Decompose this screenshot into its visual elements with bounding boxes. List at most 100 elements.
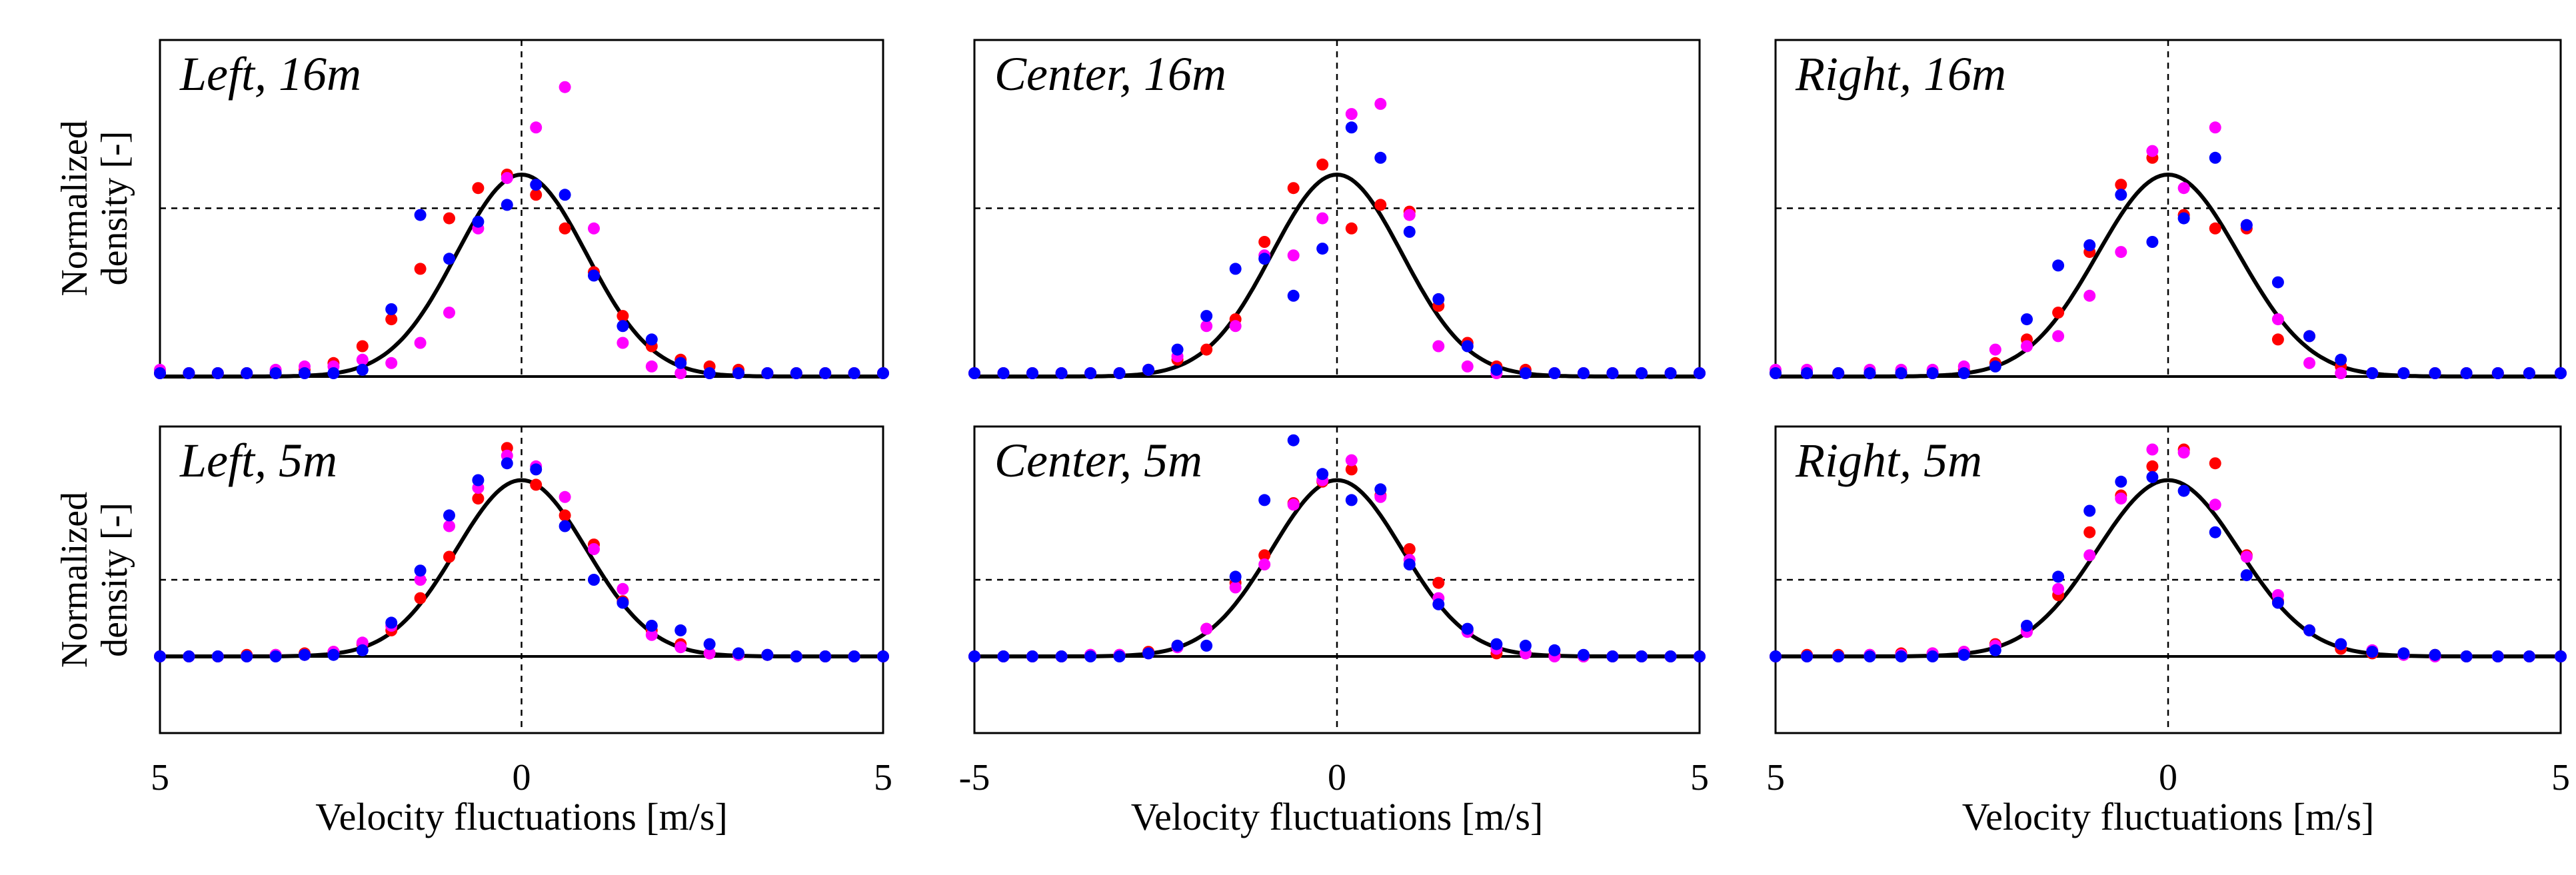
point-blue: [877, 367, 889, 379]
point-magenta: [2209, 121, 2221, 134]
series-blue: [1770, 470, 2567, 662]
point-blue: [1664, 650, 1677, 662]
point-blue: [674, 357, 687, 369]
point-red: [559, 509, 571, 522]
point-magenta: [1374, 97, 1387, 110]
panel-title: Center, 5m: [994, 434, 1202, 487]
point-magenta: [2146, 443, 2159, 456]
panel-left-5m: Left, 5m 5 0 5 Velocity fluctuations [m/s] No…: [54, 425, 892, 838]
point-blue: [1026, 650, 1038, 662]
point-blue: [1548, 367, 1561, 379]
series-red: [1770, 151, 2567, 379]
point-magenta: [588, 222, 600, 235]
point-blue: [211, 367, 224, 379]
point-blue: [1636, 650, 1648, 662]
point-blue: [1026, 367, 1038, 379]
panel-right-16m: Right, 16m: [1770, 39, 2567, 379]
series-blue: [968, 434, 1706, 662]
point-blue: [443, 509, 455, 522]
point-blue: [472, 474, 485, 486]
point-magenta: [645, 628, 658, 641]
point-magenta: [414, 337, 427, 349]
point-blue: [2491, 367, 2504, 379]
point-magenta: [1316, 212, 1329, 225]
point-blue: [299, 648, 311, 661]
point-magenta: [414, 574, 427, 586]
point-magenta: [559, 81, 571, 93]
panel-title: Left, 5m: [179, 434, 337, 487]
point-red: [1258, 236, 1271, 248]
point-red: [385, 313, 398, 326]
point-blue: [588, 269, 600, 282]
point-blue: [269, 367, 282, 379]
x-axis-label: Velocity fluctuations [m/s]: [1131, 795, 1544, 838]
point-blue: [1801, 367, 1814, 379]
point-blue: [2177, 484, 2190, 497]
point-blue: [1055, 367, 1068, 379]
series-blue: [1770, 151, 2567, 379]
point-magenta: [674, 641, 687, 654]
point-blue: [2397, 647, 2410, 660]
panel-center-16m: Center, 16m: [968, 39, 1706, 379]
point-blue: [183, 367, 195, 379]
point-blue: [2021, 313, 2033, 326]
point-blue: [472, 215, 485, 228]
point-blue: [1864, 650, 1876, 662]
point-magenta: [703, 647, 716, 660]
point-magenta: [1229, 320, 1242, 333]
point-blue: [2303, 624, 2315, 636]
point-blue: [2335, 638, 2347, 650]
point-blue: [1171, 343, 1184, 356]
point-red: [530, 478, 543, 491]
point-blue: [1926, 367, 1939, 379]
point-magenta: [1258, 558, 1271, 570]
point-magenta: [385, 357, 398, 369]
point-blue: [1258, 253, 1271, 265]
point-blue: [327, 367, 340, 379]
point-blue: [1200, 639, 1213, 652]
point-blue: [2523, 650, 2535, 662]
point-blue: [2366, 367, 2379, 379]
point-blue: [2491, 650, 2504, 662]
point-red: [1287, 182, 1300, 195]
point-blue: [2460, 367, 2473, 379]
y-axis-label-line2: density [-]: [94, 131, 135, 286]
point-magenta: [2052, 330, 2065, 343]
point-red: [472, 492, 485, 505]
point-blue: [2052, 570, 2065, 583]
point-blue: [2303, 330, 2315, 343]
point-blue: [356, 644, 369, 656]
x-axis-label: Velocity fluctuations [m/s]: [315, 795, 728, 838]
point-blue: [1606, 367, 1619, 379]
point-magenta: [1345, 454, 1358, 466]
point-magenta: [674, 367, 687, 379]
point-blue: [1374, 151, 1387, 164]
point-red: [414, 263, 427, 275]
point-blue: [1084, 650, 1097, 662]
point-blue: [154, 367, 166, 379]
point-magenta: [617, 337, 629, 349]
point-blue: [2271, 276, 2284, 289]
point-blue: [501, 457, 513, 470]
point-blue: [241, 367, 253, 379]
y-axis-label-line1: Normalized: [54, 120, 95, 296]
point-blue: [385, 303, 398, 315]
point-blue: [1113, 650, 1126, 662]
point-blue: [1577, 367, 1590, 379]
point-magenta: [2177, 446, 2190, 459]
point-magenta: [1229, 581, 1242, 594]
point-blue: [703, 367, 716, 379]
series-blue: [154, 457, 889, 662]
point-red: [1345, 463, 1358, 476]
panel-title: Center, 16m: [994, 47, 1226, 101]
point-blue: [761, 367, 774, 379]
point-blue: [848, 367, 860, 379]
point-blue: [1957, 648, 1970, 661]
point-blue: [1694, 650, 1706, 662]
point-blue: [1801, 650, 1814, 662]
point-red: [1345, 222, 1358, 235]
point-blue: [559, 189, 571, 201]
